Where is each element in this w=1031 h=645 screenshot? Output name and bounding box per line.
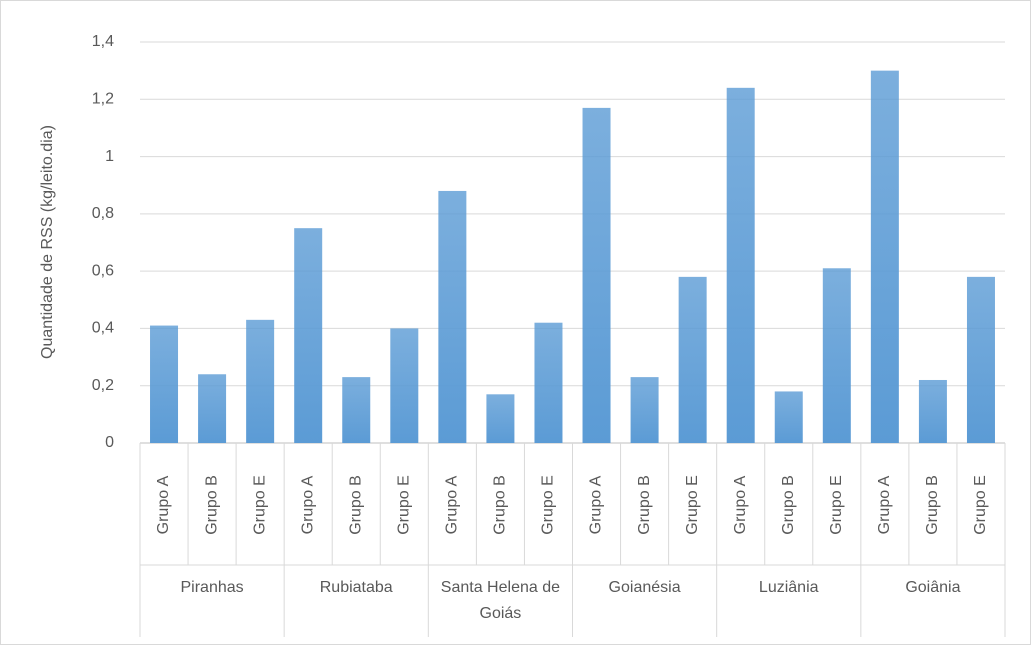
x-tick-label: Grupo A	[588, 475, 605, 534]
bar	[486, 394, 515, 443]
x-tick-label: Grupo E	[540, 475, 557, 535]
bar	[198, 374, 227, 443]
category-group-label: Rubiataba	[319, 579, 393, 596]
bar	[966, 276, 995, 443]
bar	[342, 377, 371, 443]
bar	[774, 391, 803, 443]
x-tick-label: Grupo B	[203, 475, 220, 535]
x-tick-label: Grupo E	[251, 475, 268, 535]
bar	[870, 70, 899, 444]
x-tick-label: Grupo A	[299, 475, 316, 534]
bar	[822, 268, 851, 443]
category-group-label: Piranhas	[180, 579, 244, 596]
bar	[726, 87, 755, 443]
bar	[294, 228, 323, 443]
y-tick-label: 0,6	[92, 262, 114, 279]
x-tick-label: Grupo B	[347, 475, 364, 535]
category-group-label: Goianésia	[608, 579, 681, 596]
y-tick-label: 0,4	[92, 320, 114, 337]
y-tick-label: 1,4	[92, 33, 114, 50]
x-tick-label: Grupo E	[828, 475, 845, 535]
category-group-label: Luziânia	[758, 579, 819, 596]
x-tick-label: Grupo B	[924, 475, 941, 535]
bar	[534, 322, 563, 443]
bar	[582, 107, 611, 443]
x-tick-label: Grupo A	[155, 475, 172, 534]
bar	[246, 319, 275, 443]
category-group-label: Santa Helena de Goiás	[440, 579, 560, 622]
bar	[918, 379, 947, 443]
y-axis-label: Quantidade de RSS (kg/leito.dia)	[39, 125, 56, 359]
x-tick-label: Grupo A	[444, 475, 461, 534]
bar	[630, 377, 659, 443]
bar	[438, 190, 467, 443]
x-tick-label: Grupo A	[876, 475, 893, 534]
x-tick-label: Grupo B	[492, 475, 509, 535]
x-tick-label: Grupo B	[780, 475, 797, 535]
bar	[390, 328, 419, 443]
y-tick-label: 1,2	[92, 91, 114, 108]
x-tick-label: Grupo E	[684, 475, 701, 535]
y-tick-label: 0,8	[92, 205, 114, 222]
category-group-label: Goiânia	[905, 579, 961, 596]
x-tick-label: Grupo E	[972, 475, 989, 535]
x-tick-label: Grupo B	[636, 475, 653, 535]
x-tick-label: Grupo A	[732, 475, 749, 534]
x-tick-label: Grupo E	[396, 475, 413, 535]
bar	[678, 276, 707, 443]
bar	[150, 325, 179, 443]
y-tick-label: 1	[105, 148, 114, 165]
y-tick-label: 0	[105, 434, 114, 451]
y-tick-label: 0,2	[92, 377, 114, 394]
